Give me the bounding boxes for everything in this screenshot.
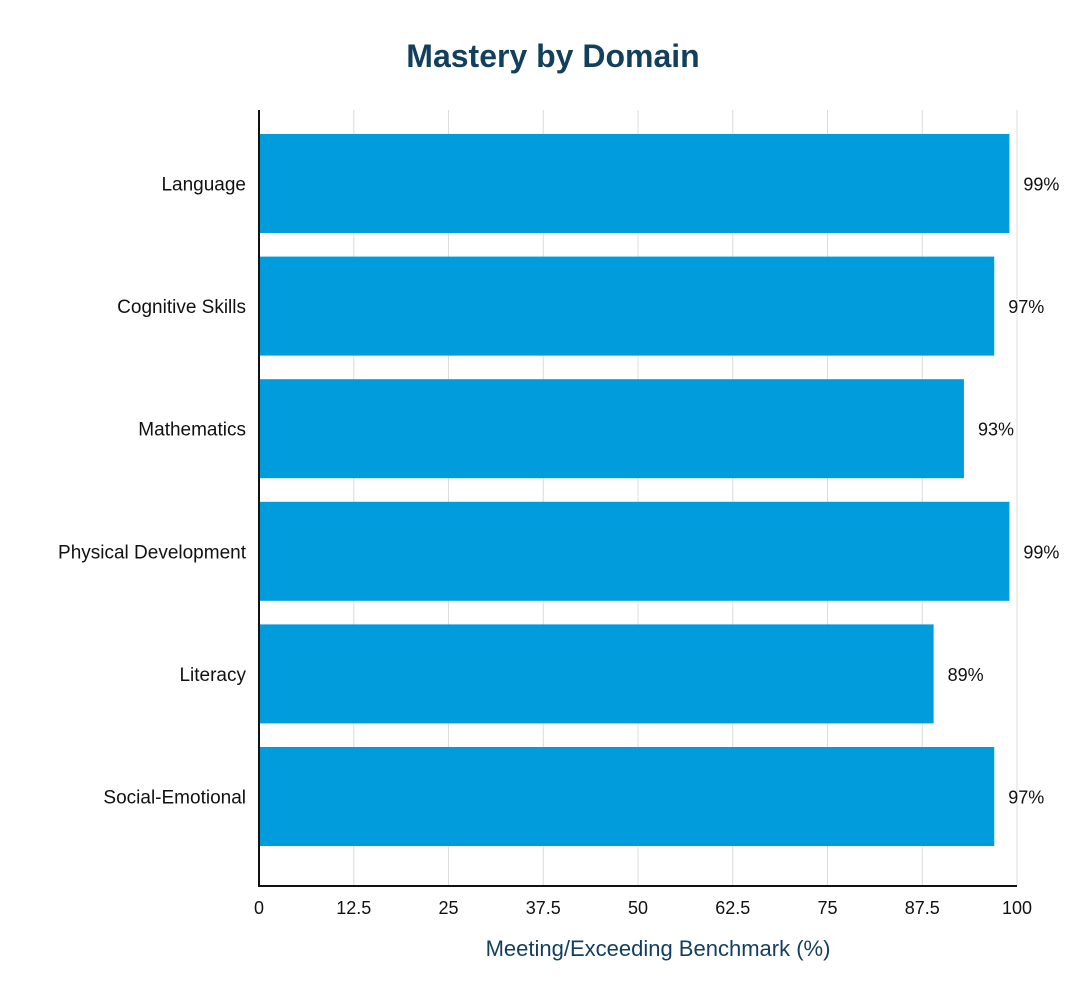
- x-tick-label: 37.5: [526, 898, 561, 918]
- bar-cognitive-skills: [259, 256, 995, 356]
- x-tick-label: 100: [1002, 898, 1032, 918]
- x-axis-title: Meeting/Exceeding Benchmark (%): [486, 936, 831, 961]
- category-label: Literacy: [179, 665, 246, 686]
- category-label: Language: [161, 175, 246, 196]
- x-tick-label: 87.5: [905, 898, 940, 918]
- category-label: Social-Emotional: [103, 788, 246, 809]
- x-tick-label: 75: [817, 898, 837, 918]
- bars: [259, 134, 1010, 846]
- bar-physical-development: [259, 501, 1010, 601]
- chart-title: Mastery by Domain: [406, 38, 699, 74]
- value-label: 89%: [948, 665, 984, 685]
- value-label: 97%: [1008, 788, 1044, 808]
- axes: [258, 110, 1017, 887]
- bar-social-emotional: [259, 747, 995, 846]
- x-tick-label: 12.5: [336, 898, 371, 918]
- x-tick-label: 62.5: [715, 898, 750, 918]
- value-label: 93%: [978, 420, 1014, 440]
- category-label: Physical Development: [58, 542, 247, 563]
- gridlines: [353, 110, 1018, 886]
- bar-literacy: [259, 624, 934, 724]
- x-tick-label: 25: [438, 898, 458, 918]
- category-label: Cognitive Skills: [117, 297, 246, 318]
- value-label: 99%: [1023, 542, 1059, 562]
- labels: 0 12.5 25 37.5 50 62.5 75 87.5 100 Language 99% Cog…: [58, 175, 1059, 919]
- bar-language: [259, 134, 1010, 233]
- x-tick-label: 0: [254, 898, 264, 918]
- bar-mathematics: [259, 379, 964, 479]
- value-label: 97%: [1008, 297, 1044, 317]
- value-label: 99%: [1023, 175, 1059, 195]
- x-tick-label: 50: [628, 898, 648, 918]
- category-label: Mathematics: [138, 420, 246, 441]
